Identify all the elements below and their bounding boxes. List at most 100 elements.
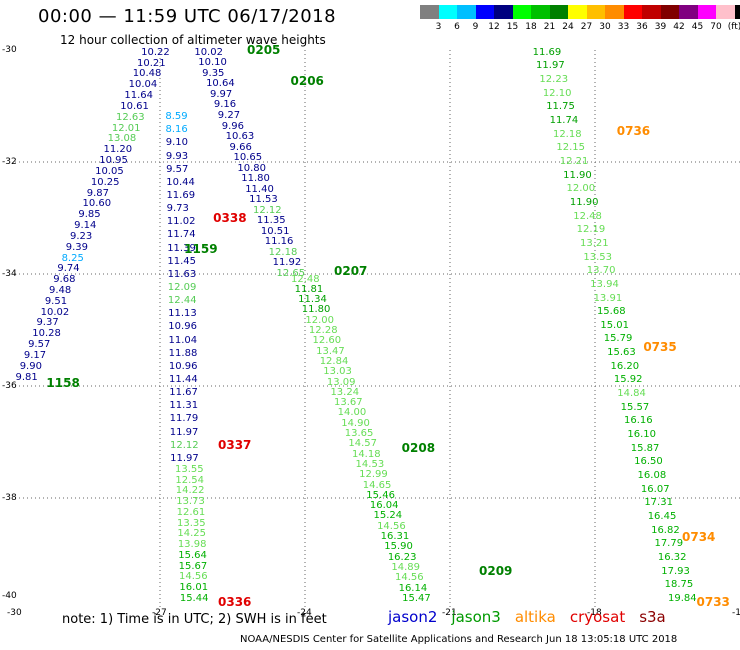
pass-time-label: 0735 (643, 339, 677, 354)
swh-value: 13.08 (107, 133, 137, 145)
colorbar-label: 18 (525, 22, 537, 32)
swh-value: 11.75 (546, 101, 575, 113)
swh-value: 18.75 (664, 579, 694, 591)
swh-value: 15.24 (373, 510, 403, 522)
swh-value: 11.02 (166, 216, 196, 228)
swh-value: 13.47 (316, 345, 345, 357)
swh-value: 15.67 (178, 560, 208, 572)
satellite-legend: jason2 jason3 altika cryosat s3a (388, 608, 680, 626)
swh-value: 13.35 (177, 517, 206, 529)
swh-value: 11.90 (563, 169, 592, 181)
swh-value: 16.10 (627, 429, 657, 440)
swh-value: 15.57 (620, 401, 650, 413)
swh-value: 11.97 (536, 60, 565, 72)
swh-value: 15.01 (600, 319, 629, 331)
pass-time-label: 0209 (479, 563, 513, 578)
swh-value: 11.20 (103, 144, 133, 156)
swh-value: 12.65 (276, 268, 306, 279)
swh-value: 12.15 (556, 142, 585, 154)
swh-value: 15.47 (402, 592, 431, 604)
swh-value: 9.35 (202, 67, 225, 79)
swh-value: 15.87 (630, 442, 660, 454)
swh-value: 9.97 (209, 88, 233, 100)
colorbar-swatch (531, 5, 550, 19)
colorbar-label: 6 (454, 22, 460, 32)
swh-value: 9.90 (19, 360, 42, 372)
swh-value: 16.01 (179, 582, 209, 594)
swh-value: 12.09 (167, 282, 197, 293)
colorbar-swatch (494, 5, 513, 19)
swh-value: 12.84 (319, 355, 349, 367)
swh-value: 11.97 (169, 426, 199, 438)
colorbar-swatch (549, 5, 568, 19)
swh-value: 11.69 (532, 46, 562, 58)
swh-value: 12.12 (169, 439, 199, 451)
swh-value: 11.97 (170, 452, 199, 464)
swh-value: 13.94 (590, 278, 619, 290)
swh-value: 15.63 (607, 347, 636, 359)
lon-tick-label: -24 (297, 608, 312, 618)
colorbar-label: 12 (488, 22, 500, 32)
pass-time-label: 0734 (682, 530, 716, 545)
swh-value: 10.05 (95, 165, 124, 177)
swh-value: 19.84 (668, 592, 697, 604)
swh-value: 16.31 (380, 531, 410, 543)
swh-value: 11.40 (245, 183, 274, 195)
swh-value: 14.90 (341, 417, 370, 429)
swh-value: 12.00 (566, 183, 596, 195)
swh-value: 12.48 (573, 210, 602, 222)
colorbar-label: 36 (636, 22, 648, 32)
swh-value: 11.67 (169, 387, 198, 399)
lon-tick-label: -21 (442, 608, 457, 618)
pass-time-label: 0205 (247, 43, 281, 57)
colorbar-swatch (420, 5, 439, 19)
swh-value: 16.16 (624, 415, 653, 427)
pass-time-label: 0208 (401, 440, 436, 455)
swh-value: 14.22 (175, 485, 205, 497)
colorbar-swatch (605, 5, 624, 19)
swh-value: 13.67 (334, 397, 363, 409)
swh-value: 13.55 (175, 464, 204, 475)
legend-jason3: jason3 (451, 608, 501, 626)
swh-value: 14.84 (617, 388, 646, 400)
swh-value: 14.00 (337, 407, 367, 419)
swh-value: 10.96 (168, 321, 197, 333)
swh-value: 15.64 (178, 549, 207, 561)
legend-cryosat: cryosat (569, 608, 626, 626)
page-subtitle: 12 hour collection of altimeter wave hei… (60, 33, 326, 47)
swh-value: 9.27 (217, 110, 241, 121)
colorbar-swatch (697, 5, 716, 19)
lat-tick-label: -34 (2, 269, 17, 279)
swh-value: 9.93 (165, 150, 189, 162)
colorbar-label: 27 (580, 22, 593, 32)
swh-value: 17.31 (644, 497, 673, 509)
swh-value: 11.69 (166, 190, 196, 202)
swh-value: 16.08 (637, 469, 667, 481)
swh-value: 13.53 (583, 251, 613, 263)
swh-value: 9.48 (49, 284, 72, 296)
swh-value: 14.25 (177, 528, 207, 540)
swh-value: 12.18 (268, 246, 298, 258)
colorbar-swatch (512, 5, 531, 19)
swh-value: 11.04 (168, 334, 198, 346)
swh-value: 14.89 (391, 561, 421, 573)
swh-value: 12.18 (552, 128, 582, 140)
colorbar-label: 9 (472, 22, 479, 32)
swh-value: 11.90 (569, 196, 599, 208)
swh-value: 8.59 (165, 111, 188, 123)
swh-value: 11.45 (167, 255, 197, 267)
swh-value: 16.07 (640, 483, 670, 495)
swh-value: 17.93 (661, 565, 690, 577)
colorbar-swatch (623, 5, 642, 19)
swh-value: 12.21 (559, 156, 589, 167)
colorbar-swatch (475, 5, 494, 19)
legend-altika: altika (514, 608, 556, 626)
swh-value: 9.51 (44, 295, 68, 307)
swh-value: 16.20 (610, 360, 640, 372)
swh-value: 15.92 (613, 374, 643, 386)
footer-credit: NOAA/NESDIS Center for Satellite Applica… (240, 634, 678, 645)
swh-value: 10.22 (141, 46, 170, 58)
swh-value: 13.09 (326, 376, 356, 388)
swh-value: 9.85 (78, 209, 101, 221)
swh-value: 12.61 (176, 506, 206, 518)
